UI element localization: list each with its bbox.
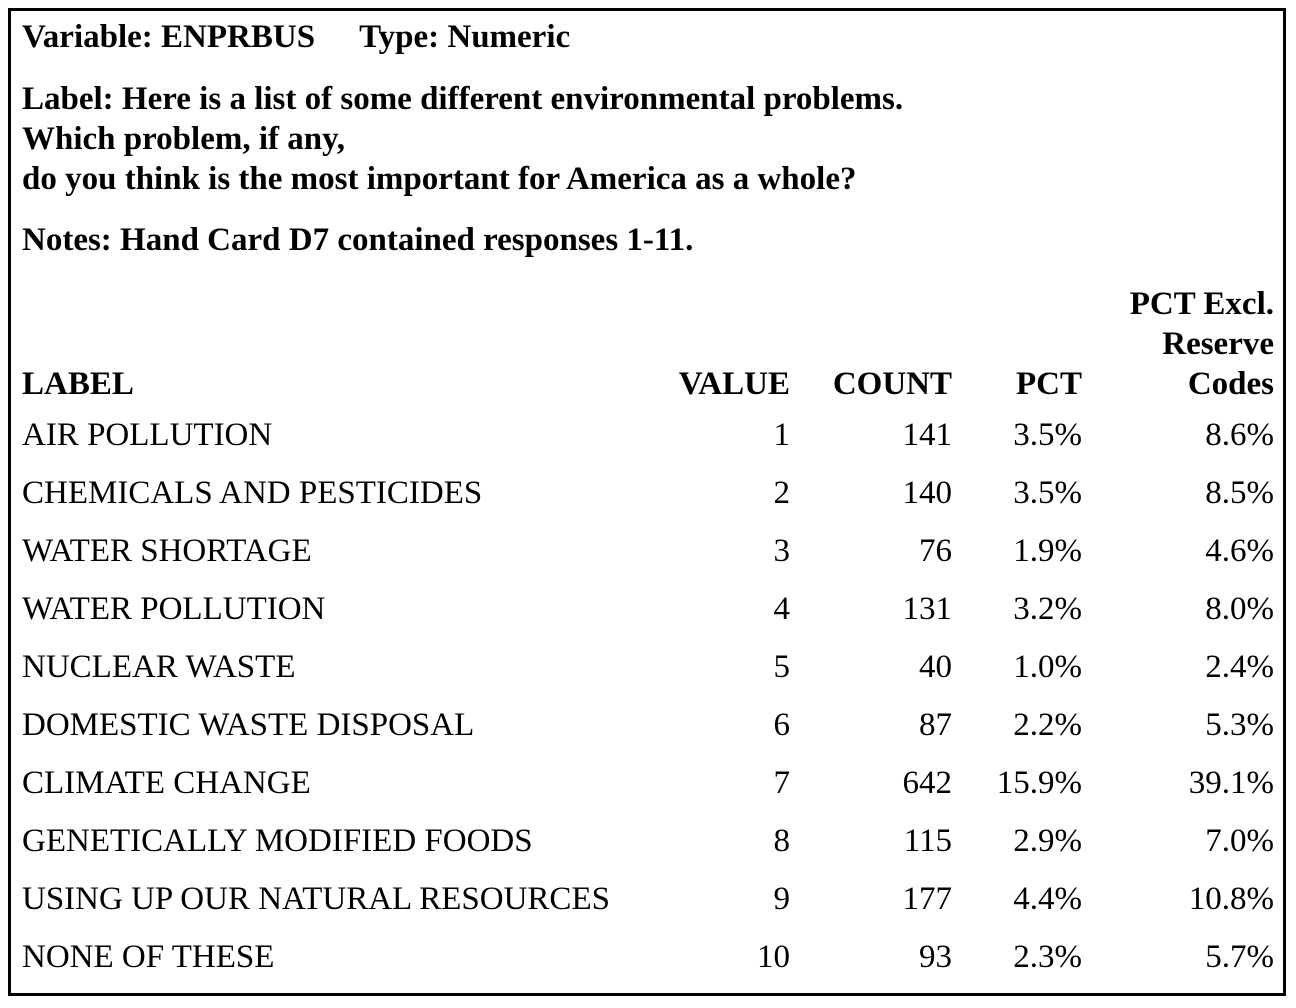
- label-line-1: Label: Here is a list of some different …: [22, 81, 904, 117]
- row-label: CLIMATE CHANGE: [22, 765, 311, 801]
- row-label: NONE OF THESE: [22, 939, 275, 975]
- row-pct: 2.3%: [1013, 939, 1082, 975]
- row-pct: 4.4%: [1013, 881, 1082, 917]
- table-row: AIR POLLUTION 1 141 3.5% 8.6%: [22, 406, 1274, 464]
- row-count: 642: [902, 765, 953, 801]
- header-pct-excl-line-1: PCT Excl.: [1129, 286, 1274, 322]
- row-count: 87: [919, 707, 952, 743]
- variable-notes: Notes: Hand Card D7 contained responses …: [22, 222, 694, 258]
- row-label: GENETICALLY MODIFIED FOODS: [22, 823, 533, 859]
- variable-type: Type: Numeric: [359, 19, 571, 55]
- row-label: WATER SHORTAGE: [22, 533, 312, 569]
- label-line-2: Which problem, if any,: [22, 121, 346, 157]
- header-count: COUNT: [832, 366, 952, 402]
- row-pct: 2.9%: [1013, 823, 1082, 859]
- table-row: WATER POLLUTION 4 131 3.2% 8.0%: [22, 580, 1274, 638]
- row-label: DOMESTIC WASTE DISPOSAL: [22, 707, 475, 743]
- row-pct: 15.9%: [996, 765, 1082, 801]
- row-pct: 3.5%: [1013, 475, 1082, 511]
- table-row: CHEMICALS AND PESTICIDES 2 140 3.5% 8.5%: [22, 464, 1274, 522]
- row-count: 177: [902, 881, 953, 917]
- row-value: 6: [773, 707, 791, 743]
- row-value: 9: [773, 881, 791, 917]
- row-pct-excl: 8.6%: [1205, 417, 1274, 453]
- row-pct-excl: 5.7%: [1205, 939, 1274, 975]
- row-count: 115: [903, 823, 952, 859]
- row-value: 4: [773, 591, 791, 627]
- table-row: WATER SHORTAGE 3 76 1.9% 4.6%: [22, 522, 1274, 580]
- row-pct-excl: 2.4%: [1205, 649, 1274, 685]
- row-count: 131: [902, 591, 953, 627]
- variable-name: Variable: ENPRBUS: [22, 19, 316, 55]
- table-row: NONE OF THESE 10 93 2.3% 5.7%: [22, 928, 1274, 986]
- variable-label: Label: Here is a list of some different …: [22, 79, 903, 199]
- row-value: 1: [773, 417, 791, 453]
- row-count: 93: [919, 939, 952, 975]
- row-pct-excl: 10.8%: [1188, 881, 1274, 917]
- header-label: LABEL: [22, 366, 134, 402]
- header-value: VALUE: [678, 366, 790, 402]
- row-value: 2: [773, 475, 791, 511]
- header-pct-excl: PCT Excl. Reserve Codes: [1082, 278, 1274, 406]
- row-pct-excl: 4.6%: [1205, 533, 1274, 569]
- table-row: NUCLEAR WASTE 5 40 1.0% 2.4%: [22, 638, 1274, 696]
- row-pct-excl: 8.0%: [1205, 591, 1274, 627]
- row-label: CHEMICALS AND PESTICIDES: [22, 475, 483, 511]
- row-count: 140: [902, 475, 953, 511]
- row-value: 10: [757, 939, 790, 975]
- row-pct: 1.9%: [1013, 533, 1082, 569]
- row-pct: 3.5%: [1013, 417, 1082, 453]
- row-value: 8: [773, 823, 791, 859]
- variable-line: Variable: ENPRBUS Type: Numeric: [22, 17, 570, 57]
- row-label: NUCLEAR WASTE: [22, 649, 296, 685]
- row-label: USING UP OUR NATURAL RESOURCES: [22, 881, 610, 917]
- row-pct: 2.2%: [1013, 707, 1082, 743]
- row-label: WATER POLLUTION: [22, 591, 326, 627]
- header-pct-excl-line-2: Reserve: [1162, 326, 1274, 362]
- row-count: 40: [919, 649, 952, 685]
- row-pct-excl: 8.5%: [1205, 475, 1274, 511]
- row-pct-excl: 7.0%: [1205, 823, 1274, 859]
- row-value: 5: [773, 649, 791, 685]
- row-count: 141: [902, 417, 953, 453]
- header-pct-excl-line-3: Codes: [1187, 366, 1274, 402]
- row-pct-excl: 5.3%: [1205, 707, 1274, 743]
- row-value: 7: [773, 765, 791, 801]
- row-value: 3: [773, 533, 791, 569]
- row-label: AIR POLLUTION: [22, 417, 273, 453]
- table-row: USING UP OUR NATURAL RESOURCES 9 177 4.4…: [22, 870, 1274, 928]
- frequency-table: LABEL VALUE COUNT PCT PCT Excl. Reserve …: [22, 278, 1274, 986]
- label-line-3: do you think is the most important for A…: [22, 161, 857, 197]
- header-row: LABEL VALUE COUNT PCT PCT Excl. Reserve …: [22, 278, 1274, 406]
- table-row: DOMESTIC WASTE DISPOSAL 6 87 2.2% 5.3%: [22, 696, 1274, 754]
- row-pct: 3.2%: [1013, 591, 1082, 627]
- row-pct: 1.0%: [1013, 649, 1082, 685]
- row-pct-excl: 39.1%: [1188, 765, 1274, 801]
- header-pct: PCT: [1016, 366, 1082, 402]
- row-count: 76: [919, 533, 952, 569]
- table-row: GENETICALLY MODIFIED FOODS 8 115 2.9% 7.…: [22, 812, 1274, 870]
- codebook-frame: [8, 8, 1286, 996]
- table-row: CLIMATE CHANGE 7 642 15.9% 39.1%: [22, 754, 1274, 812]
